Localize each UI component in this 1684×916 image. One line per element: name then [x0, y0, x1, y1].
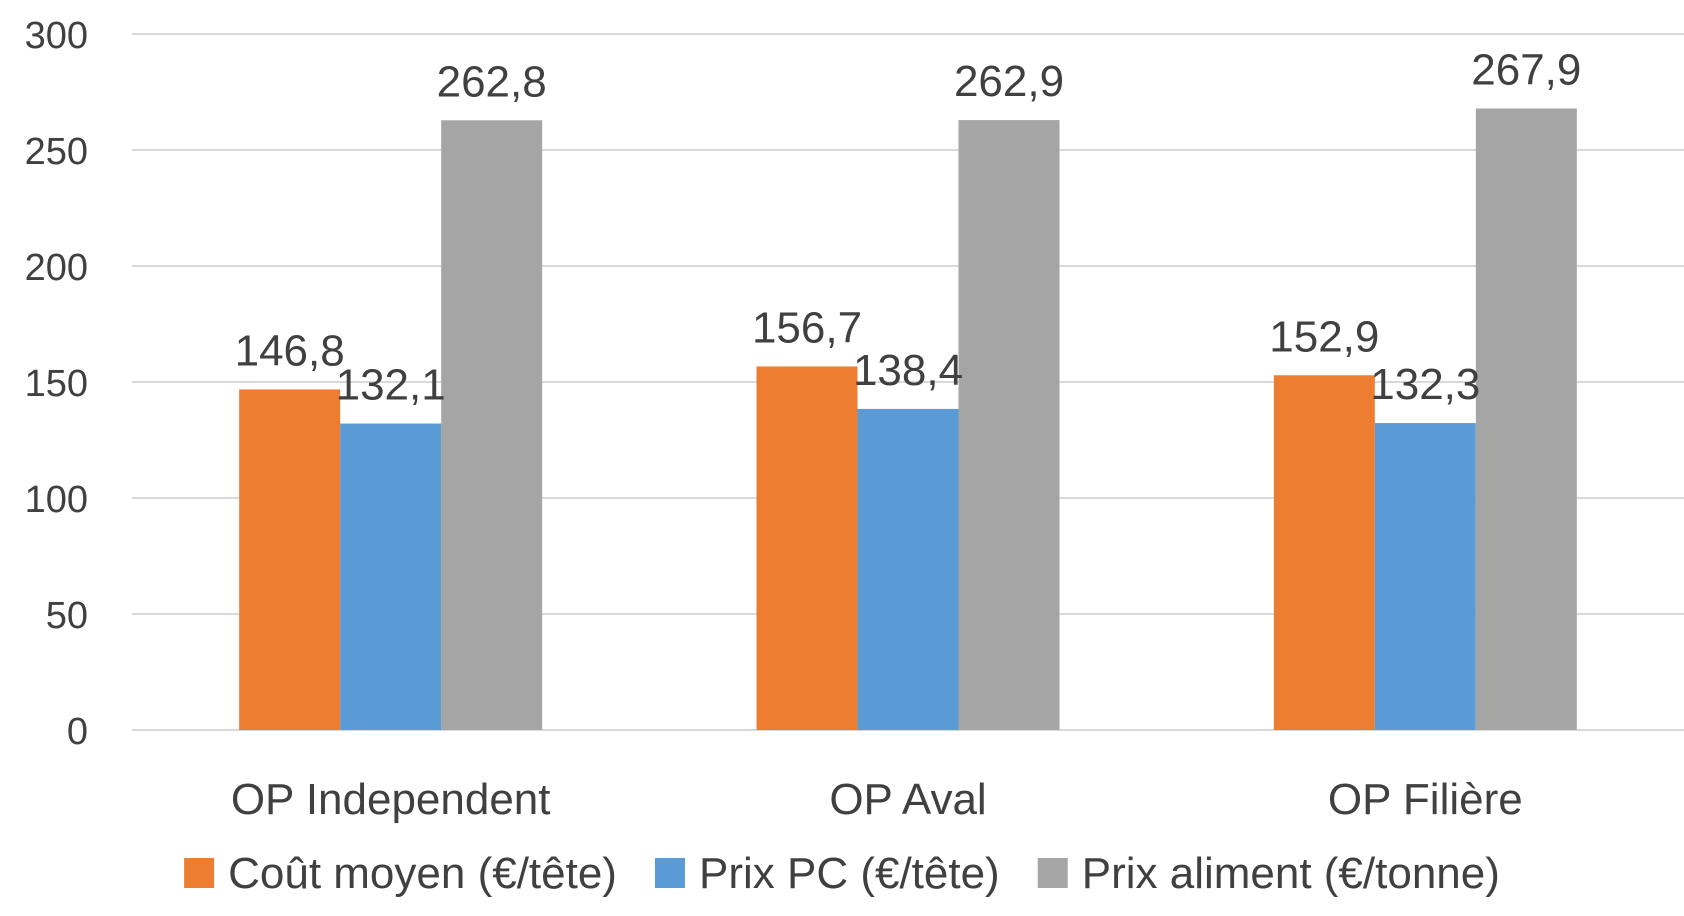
data-label-cout-moyen-tete-op-filiere: 152,9	[1269, 312, 1379, 361]
data-label-prix-aliment-tonne-op-aval: 262,9	[954, 57, 1064, 106]
legend-label: Coût moyen (€/tête)	[228, 849, 617, 898]
y-tick-label: 300	[25, 15, 88, 57]
y-tick-label: 0	[67, 711, 88, 753]
data-label-cout-moyen-tete-op-aval: 156,7	[752, 303, 862, 352]
legend-swatch	[184, 858, 215, 888]
x-category-label-op-independent: OP Independent	[231, 775, 551, 824]
legend-item-prix-aliment-tonne: Prix aliment (€/tonne)	[1037, 849, 1500, 898]
bar-cout-moyen-tete-op-independent	[239, 389, 341, 730]
y-tick-label: 100	[25, 479, 88, 521]
data-label-prix-pc-tete-op-independent: 132,1	[336, 361, 446, 410]
y-tick-label: 50	[46, 595, 88, 637]
y-tick-label: 200	[25, 247, 88, 289]
legend: Coût moyen (€/tête) Prix PC (€/tête) Prix …	[184, 849, 1500, 898]
bar-cout-moyen-tete-op-aval	[756, 366, 858, 730]
data-label-prix-aliment-tonne-op-independent: 262,8	[437, 57, 547, 106]
x-category-label-op-filiere: OP Filière	[1328, 775, 1523, 824]
bar-prix-aliment-tonne-op-aval	[958, 120, 1060, 730]
legend-swatch	[654, 858, 685, 888]
y-tick-label: 150	[25, 363, 88, 405]
data-label-prix-pc-tete-op-aval: 138,4	[853, 346, 963, 395]
y-tick-label: 250	[25, 131, 88, 173]
legend-swatch	[1037, 858, 1068, 888]
legend-item-prix-pc-tete: Prix PC (€/tête)	[654, 849, 1000, 898]
bars	[239, 108, 1577, 731]
legend-item-cout-moyen-tete: Coût moyen (€/tête)	[184, 849, 617, 898]
x-axis-category-labels: OP Independent OP Aval OP Filière	[231, 775, 1523, 824]
bar-prix-pc-tete-op-filiere	[1374, 423, 1476, 730]
bar-cout-moyen-tete-op-filiere	[1273, 375, 1375, 730]
bar-prix-aliment-tonne-op-filiere	[1475, 108, 1577, 731]
data-label-cout-moyen-tete-op-independent: 146,8	[235, 326, 345, 375]
bar-prix-aliment-tonne-op-independent	[441, 120, 543, 730]
bar-prix-pc-tete-op-independent	[340, 423, 442, 730]
data-label-prix-aliment-tonne-op-filiere: 267,9	[1471, 45, 1581, 94]
bar-prix-pc-tete-op-aval	[857, 408, 959, 730]
legend-label: Prix PC (€/tête)	[699, 849, 1000, 898]
x-category-label-op-aval: OP Aval	[829, 775, 986, 824]
legend-label: Prix aliment (€/tonne)	[1082, 849, 1500, 898]
y-axis-tick-labels: 0 50 100 150 200 250 300	[25, 15, 88, 753]
data-label-prix-pc-tete-op-filiere: 132,3	[1370, 360, 1480, 409]
